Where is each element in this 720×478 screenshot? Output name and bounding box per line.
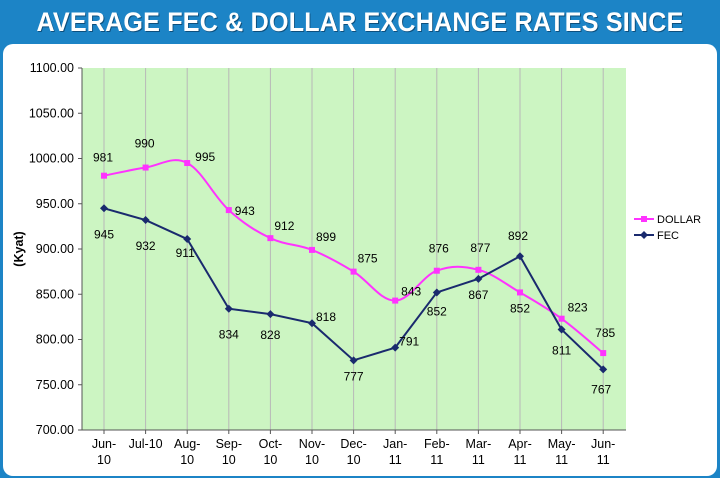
- data-label-dollar: 990: [135, 137, 155, 151]
- point-dollar: [392, 297, 399, 304]
- y-tick-label: 1100.00: [30, 61, 74, 75]
- legend-marker: [640, 231, 648, 239]
- data-label-dollar: 943: [235, 204, 255, 218]
- point-dollar: [475, 266, 482, 273]
- point-dollar: [267, 235, 274, 242]
- point-dollar: [350, 268, 357, 275]
- data-label-fec: 892: [508, 229, 528, 243]
- data-label-dollar: 876: [429, 242, 449, 256]
- y-tick-label: 700.00: [36, 423, 74, 437]
- data-label-fec: 932: [136, 239, 156, 253]
- x-tick-label-year: 10: [347, 453, 361, 467]
- data-label-fec: 834: [219, 328, 239, 342]
- x-tick-label: Jun-: [92, 437, 116, 451]
- point-fec: [141, 216, 150, 225]
- data-label-dollar: 852: [510, 301, 530, 315]
- x-tick-label: Nov-: [299, 437, 325, 451]
- data-label-dollar: 843: [401, 285, 421, 299]
- x-tick-label: Jul-10: [129, 437, 163, 451]
- point-fec: [349, 356, 358, 365]
- data-label-dollar: 785: [595, 326, 615, 340]
- point-dollar: [433, 267, 440, 274]
- data-label-fec: 852: [427, 304, 447, 318]
- x-tick-label: Dec-: [340, 437, 366, 451]
- x-tick-label-year: 11: [430, 453, 443, 467]
- data-label-dollar: 995: [195, 150, 215, 164]
- y-tick-label: 750.00: [36, 378, 74, 392]
- x-tick-label-year: 11: [389, 453, 402, 467]
- y-tick-label: 950.00: [36, 197, 74, 211]
- point-fec: [308, 319, 316, 328]
- data-label-fec: 777: [344, 369, 364, 383]
- point-fec: [266, 310, 275, 319]
- point-dollar: [558, 315, 565, 322]
- data-label-dollar: 875: [358, 252, 378, 266]
- data-label-fec: 945: [94, 227, 114, 241]
- x-tick-label: Feb-: [424, 437, 450, 451]
- legend-box: [630, 205, 712, 249]
- point-fec: [391, 343, 400, 352]
- point-dollar: [600, 350, 607, 357]
- data-label-fec: 818: [316, 310, 336, 324]
- point-dollar: [184, 160, 191, 167]
- point-dollar: [101, 172, 107, 179]
- x-tick-label-year: 11: [514, 453, 527, 467]
- data-label-fec: 811: [552, 344, 571, 358]
- data-label-dollar: 877: [470, 241, 490, 255]
- x-tick-label-year: 10: [263, 453, 277, 467]
- y-tick-label: 1050.00: [29, 106, 74, 120]
- x-tick-label-year: 10: [222, 453, 236, 467]
- point-fec: [474, 274, 483, 283]
- point-fec: [224, 304, 233, 313]
- data-label-dollar: 981: [93, 151, 113, 165]
- y-tick-label: 1000.00: [29, 152, 74, 166]
- data-label-fec: 828: [260, 328, 280, 342]
- point-fec: [183, 235, 192, 244]
- point-dollar: [142, 164, 149, 171]
- x-tick-label: Jun-: [591, 437, 615, 451]
- y-tick-label: 850.00: [36, 287, 74, 301]
- x-tick-label: Mar-: [466, 437, 492, 451]
- y-tick-label: 900.00: [36, 242, 74, 256]
- x-tick-label: Aug-: [174, 437, 200, 451]
- x-tick-label-year: 11: [597, 453, 610, 467]
- data-label-fec: 867: [468, 288, 488, 302]
- x-tick-label-year: 10: [97, 453, 111, 467]
- point-fec: [100, 204, 108, 213]
- legend-label-fec: FEC: [657, 230, 679, 242]
- data-label-fec: 767: [591, 382, 611, 396]
- data-label-fec: 791: [399, 335, 419, 349]
- x-tick-label: Oct-: [259, 437, 283, 451]
- point-fec: [432, 288, 441, 297]
- point-fec: [557, 325, 566, 334]
- x-tick-label: Apr-: [508, 437, 532, 451]
- x-tick-label-year: 10: [305, 453, 319, 467]
- data-label-fec: 911: [176, 246, 195, 260]
- x-tick-label: May-: [548, 437, 576, 451]
- point-dollar: [309, 246, 315, 253]
- x-tick-label-year: 10: [180, 453, 194, 467]
- x-tick-label-year: 11: [555, 453, 568, 467]
- x-tick-label: Jan-: [383, 437, 407, 451]
- point-dollar: [517, 289, 523, 296]
- x-tick-label-year: 11: [472, 453, 485, 467]
- x-tick-label: Sep-: [216, 437, 242, 451]
- data-label-dollar: 823: [568, 301, 588, 315]
- point-fec: [516, 252, 524, 261]
- y-tick-label: 800.00: [36, 333, 74, 347]
- legend-marker: [641, 216, 647, 222]
- data-label-dollar: 912: [274, 219, 294, 233]
- legend-label-dollar: DOLLAR: [657, 214, 701, 226]
- point-fec: [599, 365, 608, 374]
- data-label-dollar: 899: [316, 230, 336, 244]
- point-dollar: [225, 207, 232, 214]
- y-axis-label: (Kyat): [12, 231, 26, 266]
